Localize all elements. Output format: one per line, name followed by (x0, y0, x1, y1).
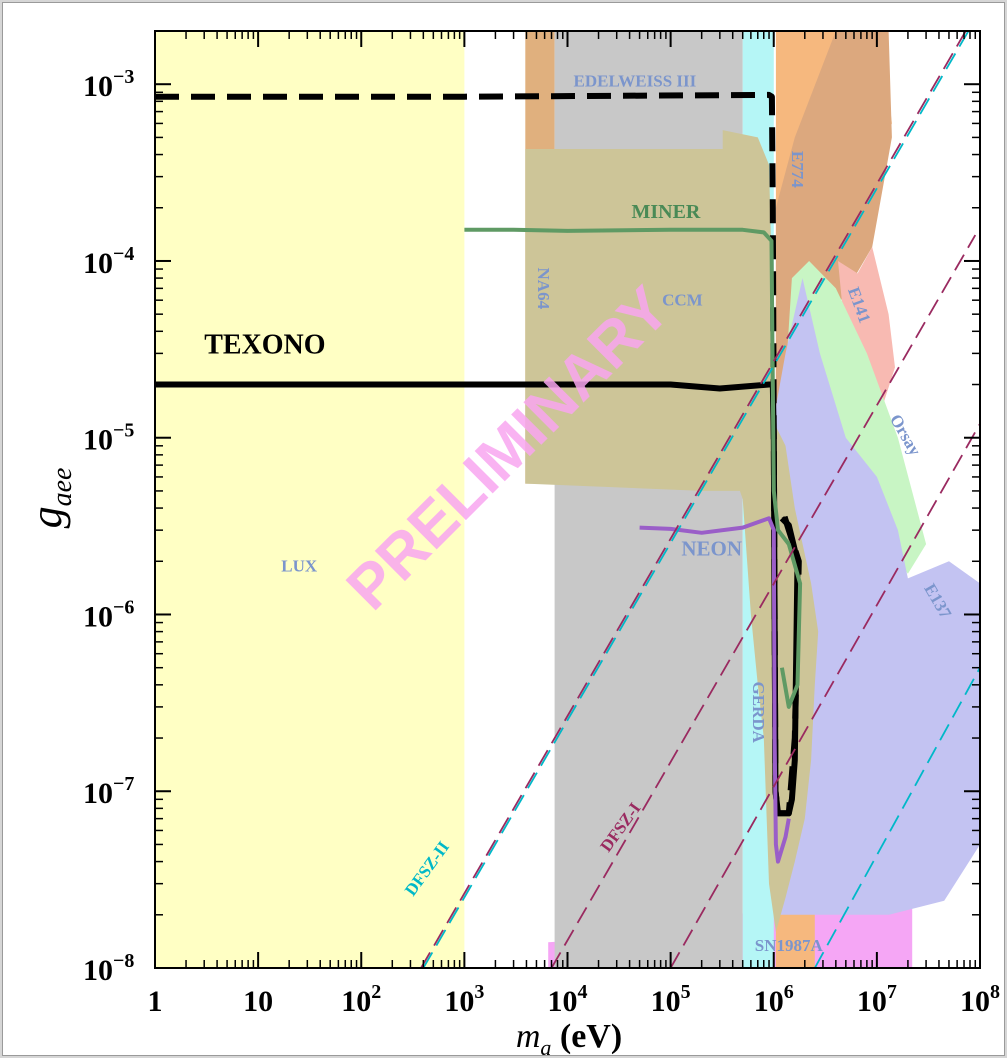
x-axis-label: ma (eV) (516, 1018, 622, 1055)
y-tick-label: 10−7 (83, 773, 134, 810)
y-tick-label: 10−6 (83, 597, 134, 634)
label-e774: E774 (788, 151, 807, 188)
axis-titles: ma (eV) gaee (22, 468, 622, 1055)
label-edelweiss-iii: EDELWEISS III (574, 72, 697, 91)
label-gerda: GERDA (749, 681, 768, 743)
label-texono: TEXONO (204, 329, 325, 360)
axes (154, 30, 981, 969)
x-tick-label: 1 (148, 985, 163, 1018)
x-tick-label: 105 (651, 981, 691, 1018)
label-neon: NEON (681, 537, 742, 561)
region-ccm (525, 130, 819, 932)
x-tick-label: 10 (243, 985, 273, 1018)
curve-miner (464, 227, 803, 709)
curve-dfsz-i (550, 234, 977, 968)
limit-curves (155, 31, 980, 968)
x-tick-label: 107 (857, 981, 897, 1018)
tick-labels: 1 10 102 103 104 105 106 107 108 10−8 10−7 10−6 10−5… (83, 66, 1000, 1018)
curve-dfsz-ii (422, 31, 970, 968)
curve-dfsz-purple-right (669, 423, 980, 968)
curve-dfsz-cyan-right (814, 667, 980, 968)
x-tick-label: 102 (341, 981, 381, 1018)
label-miner: MINER (631, 201, 700, 223)
x-tick-label: 106 (754, 981, 794, 1018)
exclusion-regions (155, 31, 980, 968)
region-e137 (775, 278, 980, 915)
region-e141 (838, 247, 895, 424)
x-tick-label: 108 (960, 981, 1000, 1018)
region-lux (155, 31, 465, 968)
label-na64: NA64 (534, 268, 553, 310)
curve-dfsz-ii-purple (420, 31, 967, 968)
x-tick-label: 103 (444, 981, 484, 1018)
y-tick-label: 10−8 (83, 950, 134, 987)
label-sn1987a: SN1987A (755, 936, 824, 955)
y-tick-label: 10−5 (83, 420, 134, 457)
label-lux: LUX (281, 557, 318, 576)
curve-neon (639, 516, 791, 864)
y-axis-label: gaee (22, 468, 78, 529)
x-tick-label: 104 (548, 981, 588, 1018)
y-tick-label: 10−3 (83, 66, 134, 103)
y-tick-label: 10−4 (83, 243, 134, 280)
label-ccm: CCM (662, 291, 703, 310)
